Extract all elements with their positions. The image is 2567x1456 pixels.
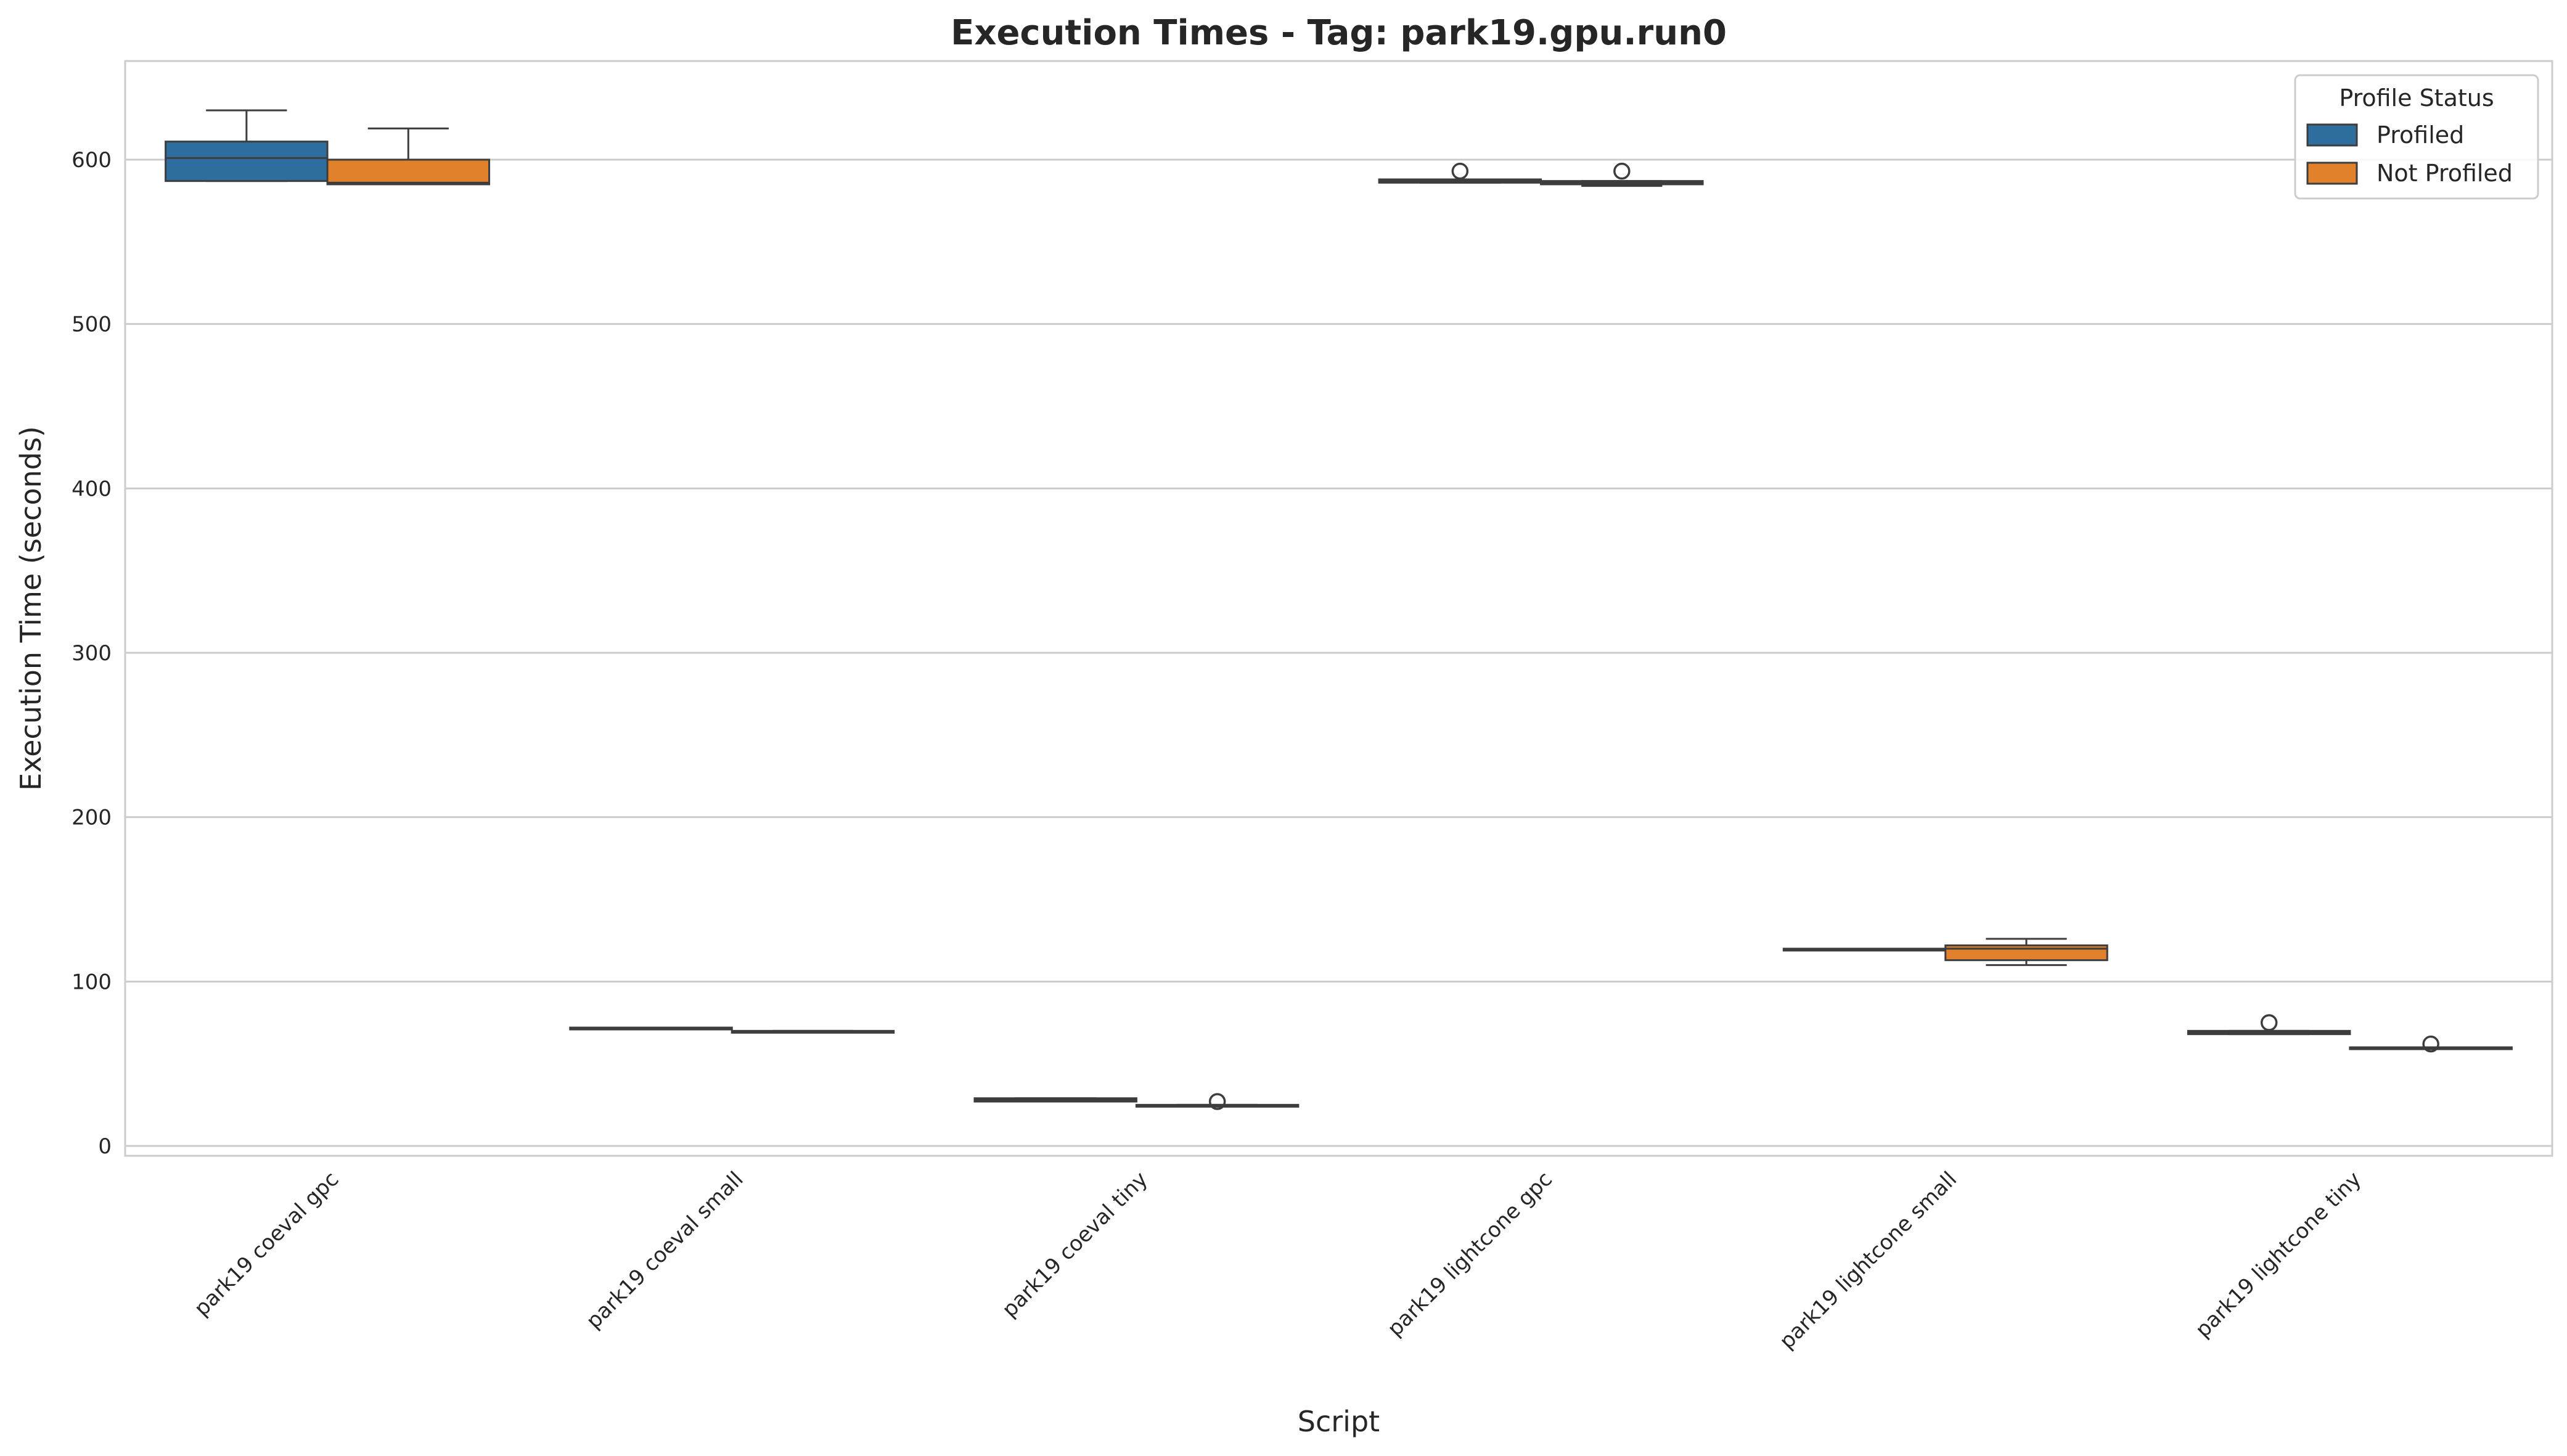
outlier-point [2422, 1035, 2439, 1053]
box-profiled [1782, 947, 1947, 952]
box-not-profiled [2349, 1035, 2513, 1053]
legend-swatch [2306, 162, 2358, 185]
outlier-point [1451, 162, 1469, 180]
y-axis-tick-labels: 0 100 200 300 400 500 600 [72, 148, 112, 1159]
box-series [165, 109, 2513, 1110]
legend-swatch [2306, 123, 2358, 147]
y-tick-label: 600 [72, 148, 112, 173]
y-tick-label: 500 [72, 313, 112, 337]
box-iqr [1944, 944, 2108, 962]
y-tick-label: 400 [72, 476, 112, 501]
box-not-profiled [1135, 1093, 1300, 1110]
box-not-profiled [326, 127, 491, 186]
y-tick-label: 0 [98, 1134, 112, 1159]
y-tick-label: 100 [72, 970, 112, 994]
y-tick-label: 200 [72, 806, 112, 830]
box-profiled [973, 1097, 1137, 1103]
outlier-point [2260, 1014, 2278, 1031]
legend: Profile Status Profiled Not Profiled [2294, 74, 2539, 200]
box-profiled [165, 109, 329, 182]
box-profiled [569, 1026, 733, 1031]
box-iqr [326, 158, 491, 186]
box-iqr [165, 141, 329, 182]
legend-items: Profiled Not Profiled [2306, 121, 2513, 187]
legend-label: Profiled [2377, 121, 2464, 149]
legend-label: Not Profiled [2377, 160, 2513, 187]
grid-lines [125, 158, 2552, 1147]
box-not-profiled [1944, 938, 2108, 967]
outlier-point [1208, 1093, 1226, 1110]
x-axis-label: Script [1298, 1405, 1380, 1438]
plot-area-frame [124, 60, 2553, 1157]
y-tick-label: 300 [72, 641, 112, 666]
box-not-profiled [731, 1029, 895, 1034]
y-axis-label: Execution Time (seconds) [14, 426, 47, 790]
chart-title: Execution Times - Tag: park19.gpu.run0 [951, 13, 1727, 53]
box-not-profiled [1540, 162, 1704, 187]
legend-title: Profile Status [2339, 84, 2494, 112]
box-profiled [2187, 1014, 2351, 1036]
outlier-point [1613, 162, 1631, 180]
